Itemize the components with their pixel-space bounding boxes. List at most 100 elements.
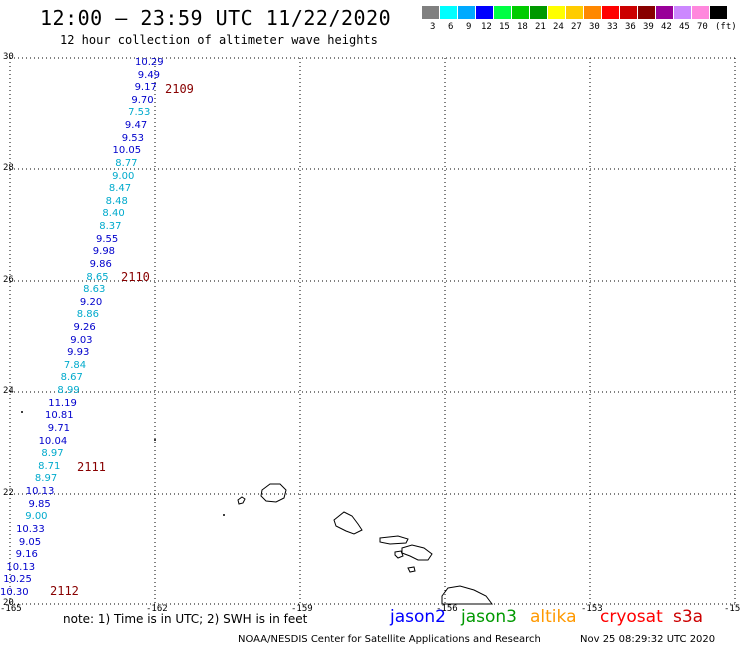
wave-height-value: 9.05 — [18, 536, 42, 548]
legend-swatch — [458, 6, 475, 19]
hawaii-outline — [441, 585, 493, 605]
wave-height-value: 8.86 — [76, 309, 99, 321]
wave-height-value: 10.33 — [16, 523, 45, 535]
legend-label: 42 — [661, 22, 672, 32]
latitude-label: 24 — [3, 386, 14, 396]
legend-label: 9 — [466, 22, 472, 32]
footer-credit: NOAA/NESDIS Center for Satellite Applica… — [238, 634, 541, 645]
oahu-outline — [333, 511, 363, 535]
wave-height-value: 9.26 — [73, 322, 96, 333]
legend-swatch — [602, 6, 619, 19]
legend-label: 24 — [553, 22, 564, 32]
legend-swatch — [692, 6, 709, 19]
legend-label: 45 — [679, 22, 690, 32]
wave-height-value: 10.30 — [0, 587, 29, 598]
legend-label: 18 — [517, 22, 528, 32]
pass-number-label: 2110 — [121, 270, 150, 284]
wave-height-value: 9.03 — [70, 334, 93, 346]
legend-swatch — [620, 6, 637, 19]
legend-label: 33 — [607, 22, 618, 32]
pass-number-label: 2109 — [165, 82, 194, 96]
legend-label: 3 — [430, 22, 436, 32]
legend-swatch — [584, 6, 601, 19]
legend-label: 12 — [481, 22, 492, 32]
wave-height-value: 7.53 — [128, 107, 151, 119]
wave-height-value: 10.29 — [135, 57, 164, 68]
pass-number-label: 2112 — [50, 584, 79, 598]
wave-height-value: 9.53 — [121, 132, 144, 144]
legend-swatch — [494, 6, 511, 19]
page-title: 12:00 – 23:59 UTC 11/22/2020 — [40, 6, 392, 30]
wave-height-value: 8.99 — [57, 385, 80, 397]
wave-height-value: 8.40 — [102, 208, 125, 220]
wave-height-value: 11.19 — [48, 397, 77, 409]
wave-height-value: 8.37 — [99, 221, 122, 233]
wave-height-value: 10.13 — [6, 561, 36, 573]
kauai-outline — [260, 483, 287, 503]
wave-height-value: 9.00 — [112, 170, 135, 182]
legend-swatch — [638, 6, 655, 19]
legend-unit: (ft) — [715, 22, 737, 32]
wave-height-value: 9.93 — [67, 347, 90, 359]
legend-swatch — [710, 6, 727, 19]
legend-label: 70 — [697, 22, 708, 32]
legend-swatch — [548, 6, 565, 19]
wave-height-value: 8.65 — [86, 271, 109, 283]
latitude-label: 30 — [3, 52, 14, 62]
wave-height-value: 10.13 — [25, 486, 55, 498]
wave-height-value: 8.63 — [83, 284, 106, 296]
wave-height-value: 9.86 — [89, 258, 112, 270]
islet-dot — [21, 411, 23, 413]
wave-height-value: 8.47 — [108, 183, 132, 195]
wave-height-value: 10.81 — [45, 410, 74, 422]
wave-height-value: 9.00 — [25, 511, 48, 523]
longitude-label: -15 — [724, 604, 740, 614]
wave-height-value: 9.98 — [92, 246, 116, 258]
legend-swatch — [530, 6, 547, 19]
latitude-label: 28 — [3, 163, 14, 173]
legend-swatch — [512, 6, 529, 19]
legend-label: 30 — [589, 22, 600, 32]
wave-height-value: 8.67 — [60, 372, 83, 384]
wave-height-value: 8.48 — [105, 195, 128, 207]
wave-height-value: 9.47 — [124, 120, 148, 132]
latitude-label: 20 — [3, 598, 14, 608]
legend-label: 21 — [535, 22, 546, 32]
longitude-label: -159 — [291, 604, 313, 614]
wave-height-value: 8.97 — [41, 448, 64, 460]
legend-swatch — [656, 6, 673, 19]
legend-swatch — [476, 6, 493, 19]
islet-dot — [223, 514, 225, 516]
color-legend: 3 6 9 12 15 18 21 24 27 30 33 36 39 42 45 70 (ft) — [422, 6, 737, 36]
longitude-label: -162 — [146, 604, 168, 614]
legend-label: 6 — [448, 22, 454, 32]
wave-height-value: 8.97 — [34, 473, 58, 485]
wave-height-value: 7.84 — [63, 359, 87, 371]
satellite-jason3: jason3 — [461, 607, 517, 627]
wave-height-value: 10.05 — [112, 145, 142, 157]
legend-swatch — [440, 6, 457, 19]
latitude-label: 22 — [3, 488, 14, 498]
lanai-outline — [394, 550, 404, 559]
satellite-s3a: s3a — [673, 607, 704, 627]
longitude-label: -156 — [436, 604, 458, 614]
wave-height-value: 9.71 — [47, 422, 71, 434]
footer-timestamp: Nov 25 08:29:32 UTC 2020 — [580, 634, 716, 645]
wave-height-value: 9.85 — [28, 498, 51, 510]
niihau-outline — [237, 496, 246, 505]
legend-swatch — [674, 6, 691, 19]
legend-label: 36 — [625, 22, 636, 32]
wave-height-value: 9.16 — [15, 549, 38, 561]
wave-height-value: 9.70 — [131, 94, 154, 106]
kahoolawe-outline — [407, 566, 416, 573]
wave-height-value: 9.55 — [96, 233, 119, 245]
islet-dot — [154, 439, 156, 441]
maui-outline — [401, 544, 433, 561]
wave-height-value: 9.17 — [134, 82, 157, 94]
wave-height-value: 8.71 — [38, 460, 61, 472]
legend-label: 15 — [499, 22, 510, 32]
satellite-cryosat: cryosat — [600, 607, 663, 627]
latitude-label: 26 — [3, 275, 14, 285]
footer-note: note: 1) Time is in UTC; 2) SWH is in fe… — [63, 612, 308, 626]
